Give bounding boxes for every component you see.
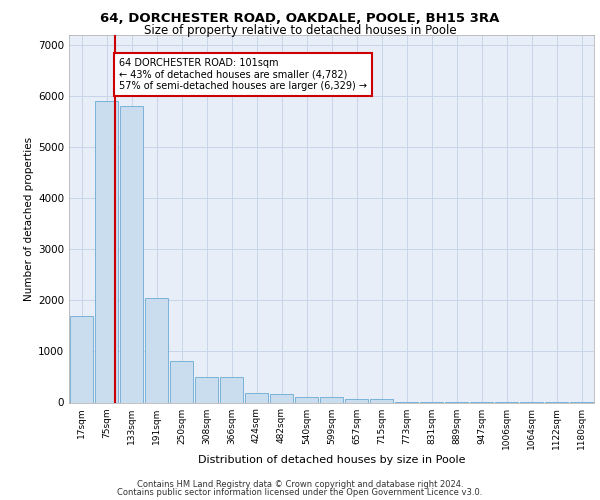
Bar <box>170 360 193 403</box>
Bar <box>370 400 393 402</box>
Bar <box>295 397 318 402</box>
Bar <box>270 394 293 402</box>
Bar <box>220 378 243 402</box>
Bar <box>70 316 93 402</box>
Text: 64 DORCHESTER ROAD: 101sqm
← 43% of detached houses are smaller (4,782)
57% of s: 64 DORCHESTER ROAD: 101sqm ← 43% of deta… <box>119 58 367 91</box>
Bar <box>95 102 118 403</box>
Bar <box>245 393 268 402</box>
Y-axis label: Number of detached properties: Number of detached properties <box>24 136 34 301</box>
Bar <box>195 378 218 402</box>
Bar <box>145 298 168 403</box>
X-axis label: Distribution of detached houses by size in Poole: Distribution of detached houses by size … <box>198 455 465 465</box>
Text: 64, DORCHESTER ROAD, OAKDALE, POOLE, BH15 3RA: 64, DORCHESTER ROAD, OAKDALE, POOLE, BH1… <box>100 12 500 26</box>
Text: Contains HM Land Registry data © Crown copyright and database right 2024.: Contains HM Land Registry data © Crown c… <box>137 480 463 489</box>
Text: Contains public sector information licensed under the Open Government Licence v3: Contains public sector information licen… <box>118 488 482 497</box>
Bar <box>345 399 368 402</box>
Bar <box>320 397 343 402</box>
Text: Size of property relative to detached houses in Poole: Size of property relative to detached ho… <box>143 24 457 37</box>
Bar <box>120 106 143 403</box>
